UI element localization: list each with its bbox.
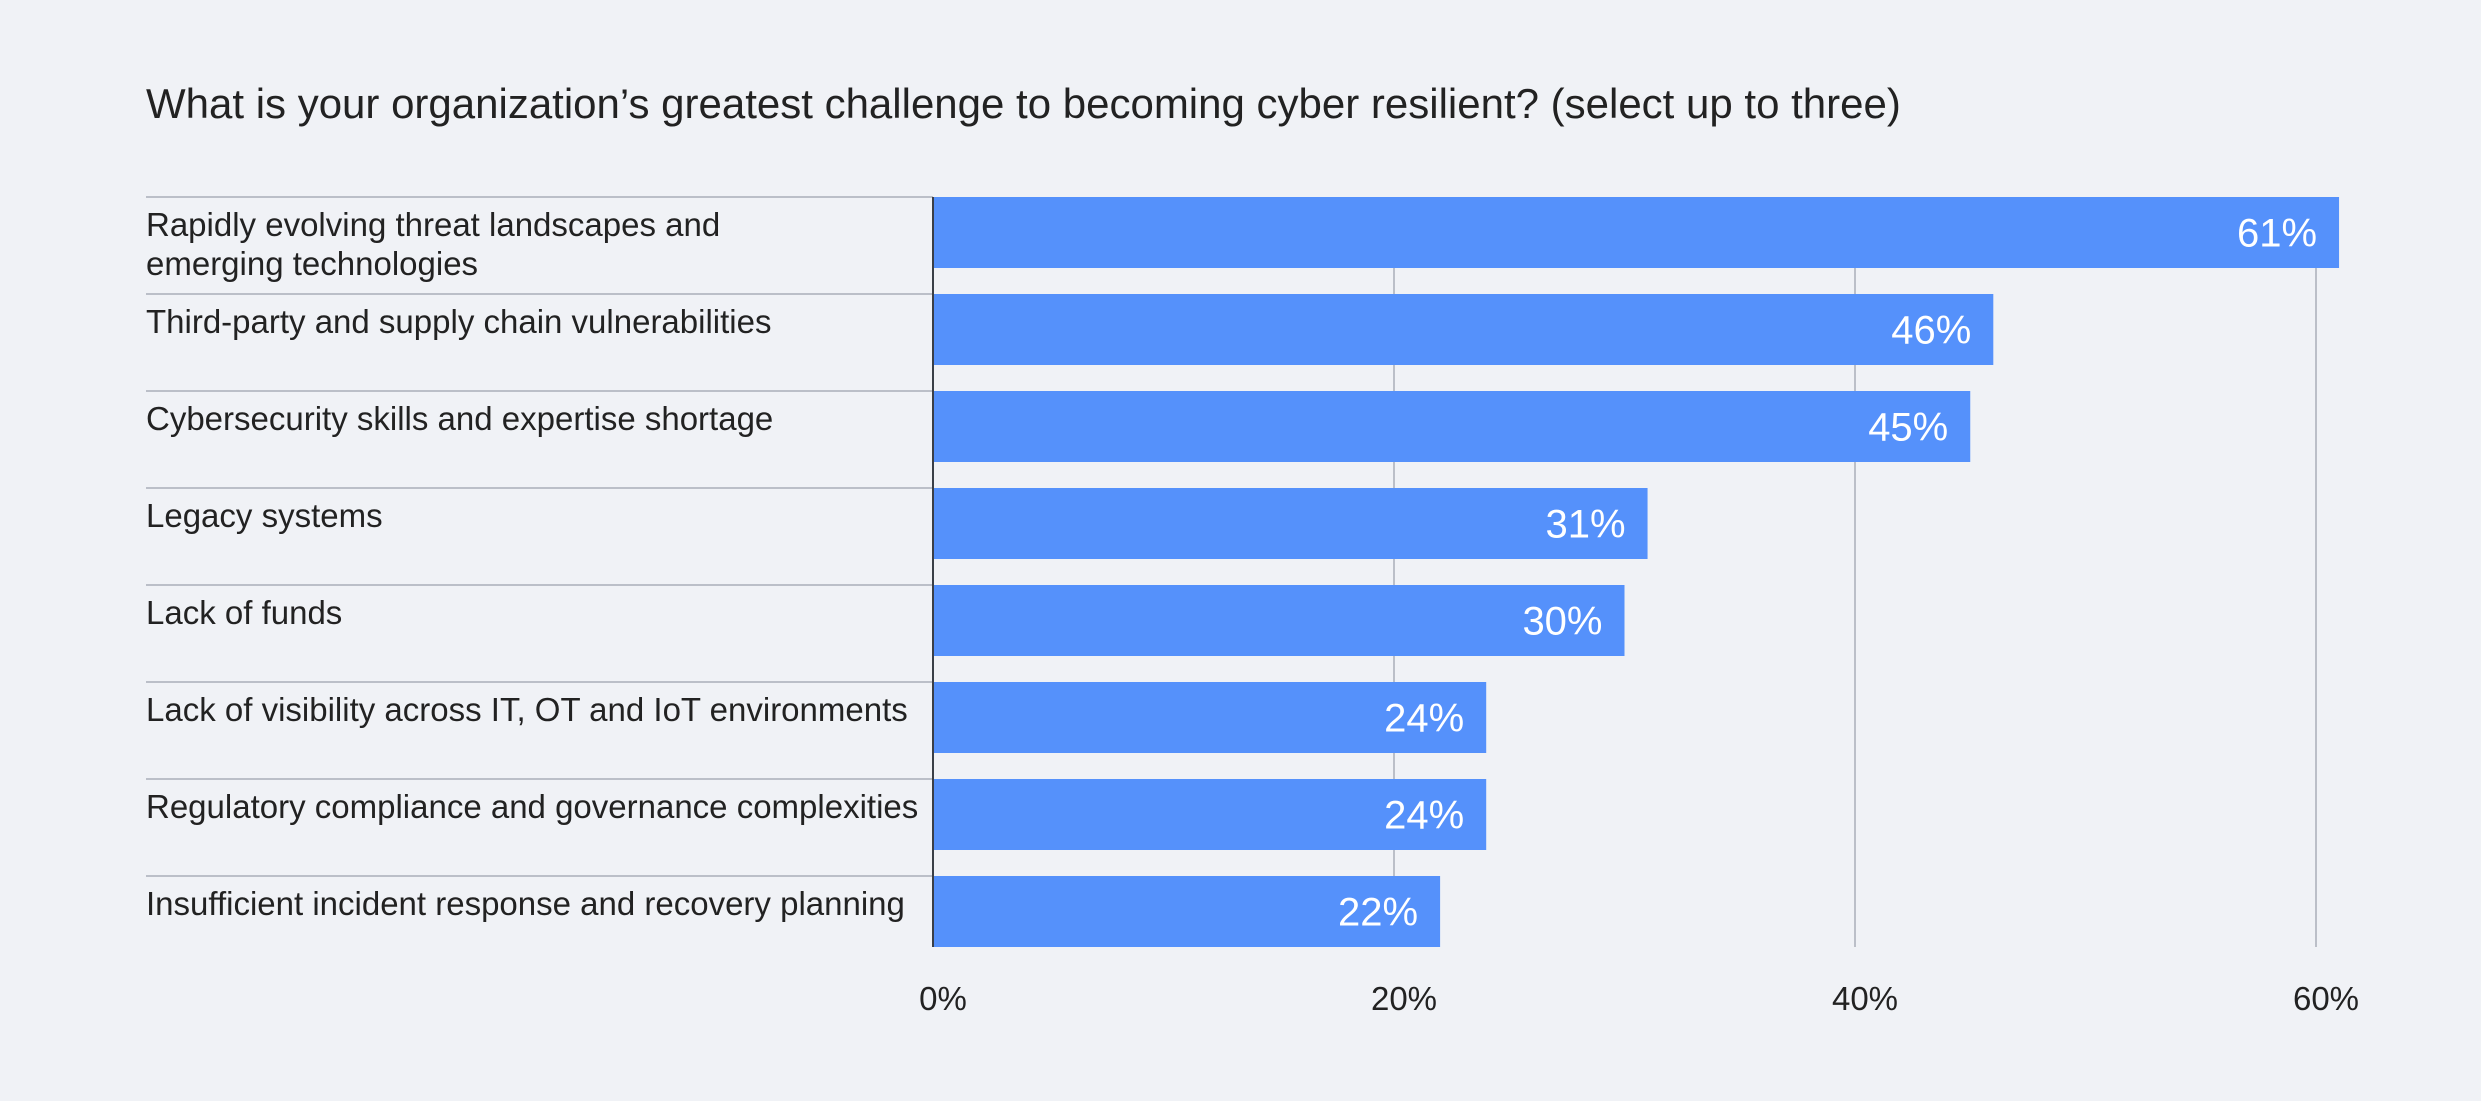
category-label: Lack of visibility across IT, OT and IoT… (146, 691, 908, 728)
chart-title: What is your organization’s greatest cha… (146, 80, 1901, 127)
bar-value-label: 31% (1545, 503, 1625, 547)
bar (933, 197, 2340, 268)
bar-value-label: 46% (1891, 309, 1971, 353)
category-label: Third-party and supply chain vulnerabili… (146, 303, 772, 340)
bar-value-label: 45% (1868, 406, 1948, 450)
bar-value-label: 24% (1384, 794, 1464, 838)
category-label: Legacy systems (146, 497, 383, 534)
bar (933, 585, 1625, 656)
bar-value-label: 61% (2237, 212, 2317, 256)
x-tick-label: 60% (2293, 980, 2359, 1017)
bar-value-label: 30% (1522, 600, 1602, 644)
category-label: Insufficient incident response and recov… (146, 885, 905, 922)
bar (933, 488, 1648, 559)
bar-value-label: 24% (1384, 697, 1464, 741)
x-tick-label: 20% (1371, 980, 1437, 1017)
bar (933, 294, 1994, 365)
bar-value-label: 22% (1338, 891, 1418, 935)
bar (933, 391, 1971, 462)
bar (933, 779, 1487, 850)
category-label: Lack of funds (146, 594, 343, 631)
x-tick-label: 0% (919, 980, 967, 1017)
bar (933, 682, 1487, 753)
x-tick-label: 40% (1832, 980, 1898, 1017)
category-label: Cybersecurity skills and expertise short… (146, 400, 774, 437)
bar (933, 876, 1441, 947)
category-label: Rapidly evolving threat landscapes and e… (146, 206, 721, 282)
category-label: Regulatory compliance and governance com… (146, 788, 919, 825)
